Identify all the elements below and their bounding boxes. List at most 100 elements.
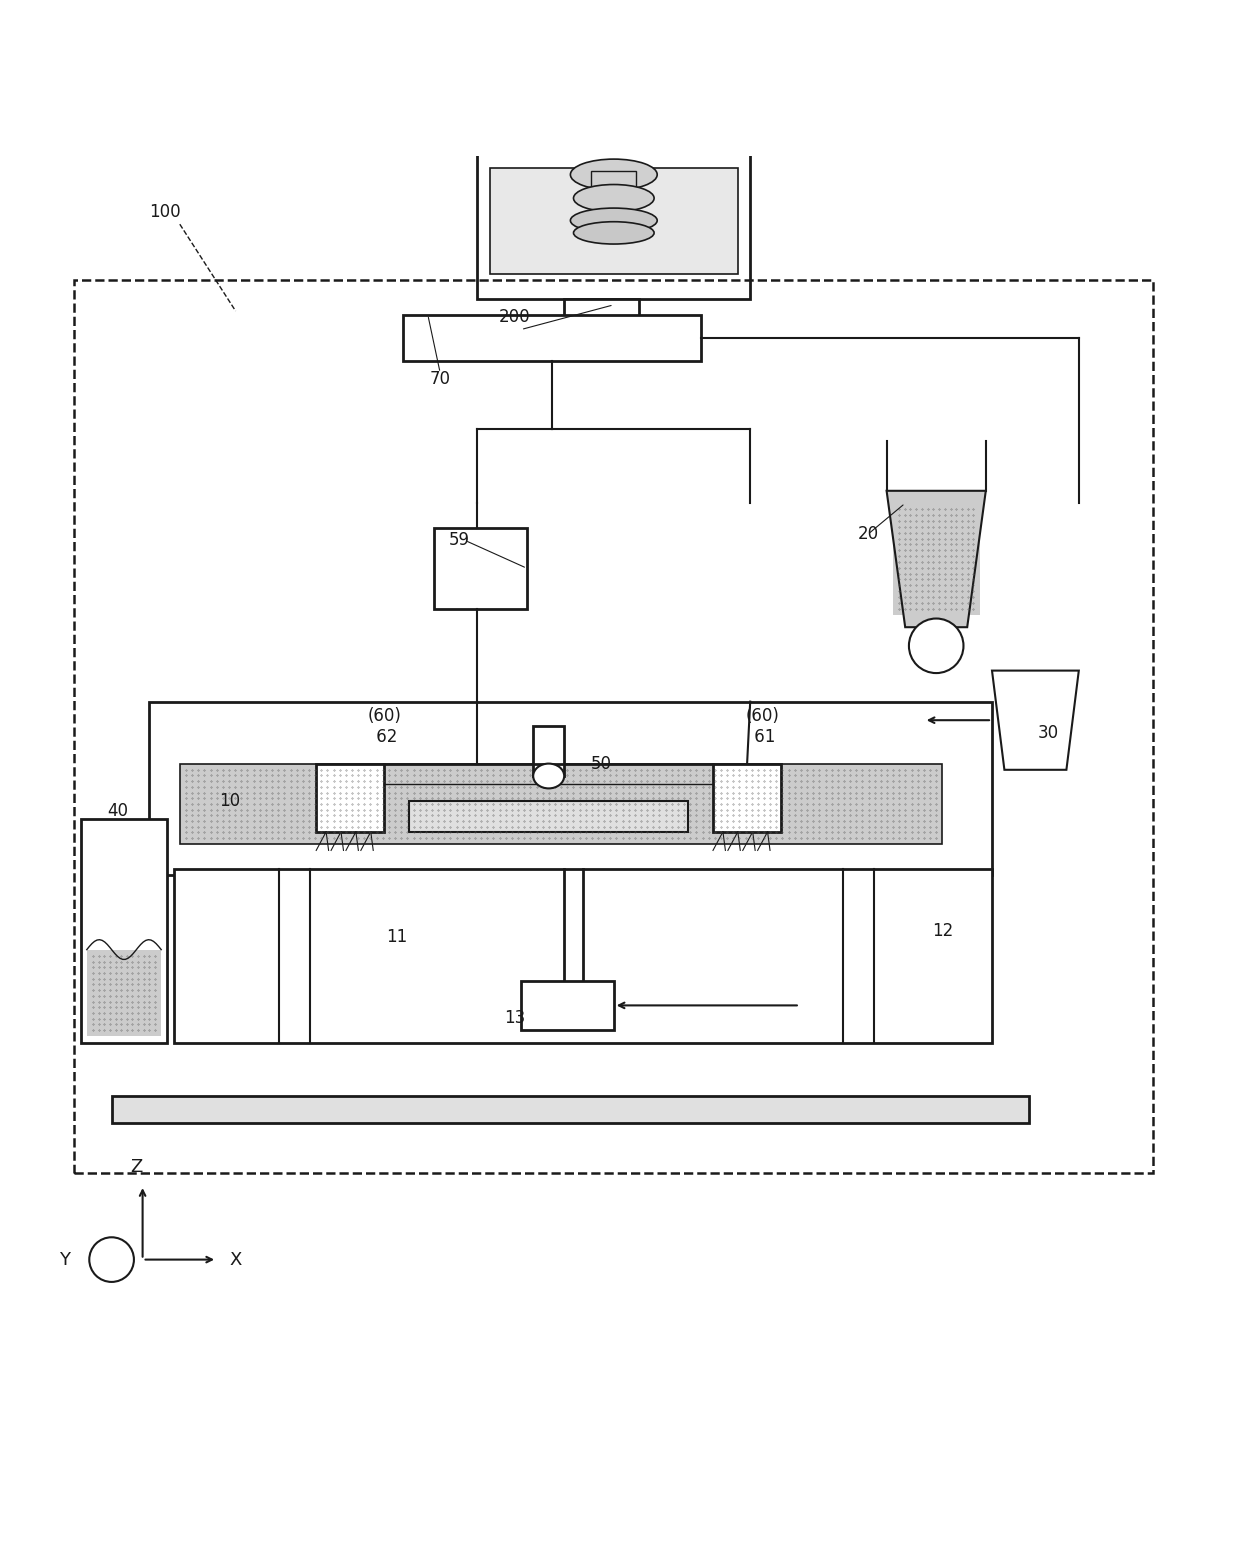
Point bbox=[398, 802, 418, 827]
Point bbox=[935, 532, 955, 557]
Point bbox=[575, 815, 595, 840]
Point bbox=[644, 802, 663, 827]
Point bbox=[255, 768, 275, 793]
Point bbox=[409, 768, 429, 793]
Point bbox=[900, 573, 920, 598]
Point bbox=[201, 781, 221, 805]
Point bbox=[280, 768, 300, 793]
Point bbox=[286, 785, 306, 810]
Point bbox=[299, 785, 319, 810]
Point bbox=[810, 826, 830, 850]
Point bbox=[911, 579, 931, 604]
Point bbox=[822, 774, 842, 799]
Point bbox=[280, 792, 300, 816]
Point bbox=[527, 781, 547, 805]
Point bbox=[668, 819, 688, 844]
Point bbox=[255, 785, 275, 810]
Point bbox=[847, 815, 867, 840]
Point bbox=[957, 573, 977, 598]
Point bbox=[924, 556, 944, 580]
Point bbox=[729, 826, 749, 850]
Point bbox=[901, 781, 921, 805]
Point bbox=[563, 798, 583, 823]
Point bbox=[471, 785, 491, 810]
Point bbox=[918, 532, 937, 557]
Point bbox=[847, 785, 867, 810]
Point bbox=[735, 781, 755, 805]
Point bbox=[207, 815, 227, 840]
Point bbox=[422, 809, 441, 833]
Point bbox=[317, 802, 337, 827]
Point bbox=[797, 757, 817, 782]
Point bbox=[914, 785, 934, 810]
Point bbox=[100, 950, 120, 975]
Point bbox=[941, 526, 961, 551]
Point bbox=[926, 819, 946, 844]
Point bbox=[342, 798, 362, 823]
Point bbox=[588, 809, 608, 833]
Point bbox=[668, 792, 688, 816]
Point bbox=[822, 781, 842, 805]
Point bbox=[594, 768, 614, 793]
Point bbox=[471, 815, 491, 840]
Point bbox=[94, 978, 114, 1003]
Point bbox=[924, 590, 944, 615]
Point bbox=[213, 774, 233, 799]
Point bbox=[895, 543, 915, 568]
Point bbox=[957, 520, 977, 545]
Point bbox=[496, 774, 516, 799]
Point bbox=[828, 764, 848, 788]
Point bbox=[779, 785, 799, 810]
Point bbox=[711, 774, 730, 799]
Point bbox=[527, 757, 547, 782]
Point bbox=[89, 972, 109, 996]
Point bbox=[361, 774, 381, 799]
Text: 59: 59 bbox=[449, 531, 469, 549]
Point bbox=[311, 768, 331, 793]
Point bbox=[963, 590, 983, 615]
Point bbox=[889, 768, 909, 793]
Point bbox=[791, 826, 811, 850]
Point bbox=[348, 809, 368, 833]
Point bbox=[459, 798, 479, 823]
Point bbox=[293, 764, 312, 788]
Point bbox=[656, 809, 676, 833]
Point bbox=[952, 566, 972, 591]
Point bbox=[348, 826, 368, 850]
Point bbox=[588, 819, 608, 844]
Ellipse shape bbox=[570, 208, 657, 233]
Point bbox=[895, 781, 915, 805]
Point bbox=[600, 826, 620, 850]
Point bbox=[957, 509, 977, 534]
Point bbox=[176, 819, 196, 844]
Point bbox=[619, 757, 639, 782]
Point bbox=[924, 497, 944, 521]
Point bbox=[656, 826, 676, 850]
Point bbox=[693, 768, 713, 793]
Point bbox=[100, 984, 120, 1009]
Point bbox=[100, 1001, 120, 1026]
Point bbox=[293, 774, 312, 799]
Point bbox=[305, 792, 325, 816]
Point bbox=[336, 764, 356, 788]
Point bbox=[864, 781, 884, 805]
Point bbox=[766, 826, 786, 850]
Point bbox=[305, 768, 325, 793]
Point bbox=[123, 1012, 143, 1037]
Point bbox=[946, 573, 966, 598]
Point bbox=[619, 809, 639, 833]
Point bbox=[773, 774, 792, 799]
Point bbox=[935, 520, 955, 545]
Point bbox=[386, 781, 405, 805]
Point bbox=[704, 819, 724, 844]
Point bbox=[274, 757, 294, 782]
Point bbox=[286, 815, 306, 840]
Point bbox=[779, 792, 799, 816]
Point bbox=[918, 556, 937, 580]
Point bbox=[342, 809, 362, 833]
Point bbox=[373, 792, 393, 816]
Point bbox=[804, 774, 823, 799]
Point bbox=[847, 826, 867, 850]
Point bbox=[914, 798, 934, 823]
Point bbox=[250, 792, 270, 816]
